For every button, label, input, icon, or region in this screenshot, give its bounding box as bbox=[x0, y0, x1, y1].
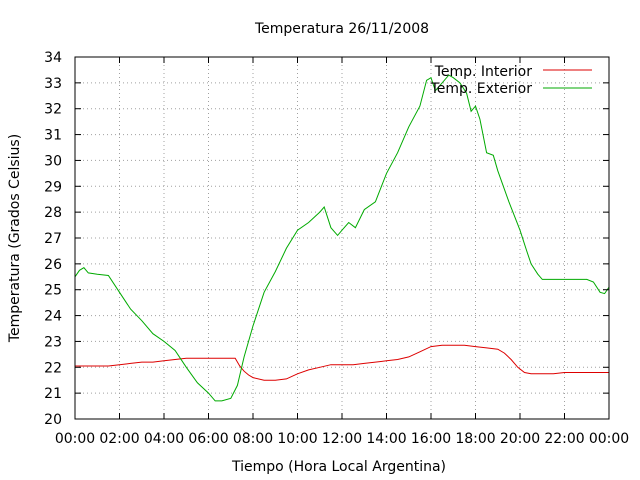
x-tick-label: 18:00 bbox=[455, 431, 495, 447]
legend: Temp. Interior Temp. Exterior bbox=[430, 64, 592, 97]
y-tick-label: 32 bbox=[44, 102, 62, 118]
y-tick-label: 28 bbox=[44, 205, 62, 221]
series-line-exterior bbox=[74, 74, 610, 402]
y-tick-label: 21 bbox=[44, 386, 62, 402]
y-tick-label: 29 bbox=[44, 179, 62, 195]
x-tick-label: 16:00 bbox=[411, 431, 451, 447]
y-tick-label: 23 bbox=[44, 334, 62, 350]
y-tick-label: 34 bbox=[44, 50, 62, 66]
series-line-interior bbox=[75, 344, 609, 381]
chart-title: Temperatura 26/11/2008 bbox=[254, 21, 429, 37]
legend-label-interior: Temp. Interior bbox=[434, 64, 533, 80]
x-tick-label: 02:00 bbox=[99, 431, 139, 447]
y-tick-label: 26 bbox=[44, 257, 62, 273]
x-tick-label: 14:00 bbox=[366, 431, 406, 447]
x-axis-label: Tiempo (Hora Local Argentina) bbox=[231, 459, 446, 475]
x-tick-label: 12:00 bbox=[322, 431, 362, 447]
x-tick-label: 22:00 bbox=[544, 431, 584, 447]
x-tick-label: 10:00 bbox=[277, 431, 317, 447]
y-tick-label: 24 bbox=[44, 309, 62, 325]
tick-layer: 00:00 02:00 04:00 06:00 08:00 10:00 12:00 14:00… bbox=[44, 50, 629, 447]
y-tick-label: 20 bbox=[44, 412, 62, 428]
y-tick-label: 25 bbox=[44, 283, 62, 299]
y-tick-label: 30 bbox=[44, 153, 62, 169]
x-tick-label: 04:00 bbox=[144, 431, 184, 447]
x-tick-label: 20:00 bbox=[500, 431, 540, 447]
y-tick-label: 33 bbox=[44, 76, 62, 92]
x-tick-label: 06:00 bbox=[188, 431, 228, 447]
x-tick-label: 08:00 bbox=[233, 431, 273, 447]
legend-label-exterior: Temp. Exterior bbox=[430, 81, 533, 97]
x-tick-label: 00:00 bbox=[55, 431, 95, 447]
grid-layer bbox=[75, 57, 609, 419]
y-axis-label: Temperatura (Grados Celsius) bbox=[7, 134, 23, 343]
x-tick-label: 00:00 bbox=[589, 431, 629, 447]
y-tick-label: 27 bbox=[44, 231, 62, 247]
y-tick-label: 22 bbox=[44, 360, 62, 376]
y-tick-label: 31 bbox=[44, 128, 62, 144]
series-layer bbox=[74, 74, 610, 402]
